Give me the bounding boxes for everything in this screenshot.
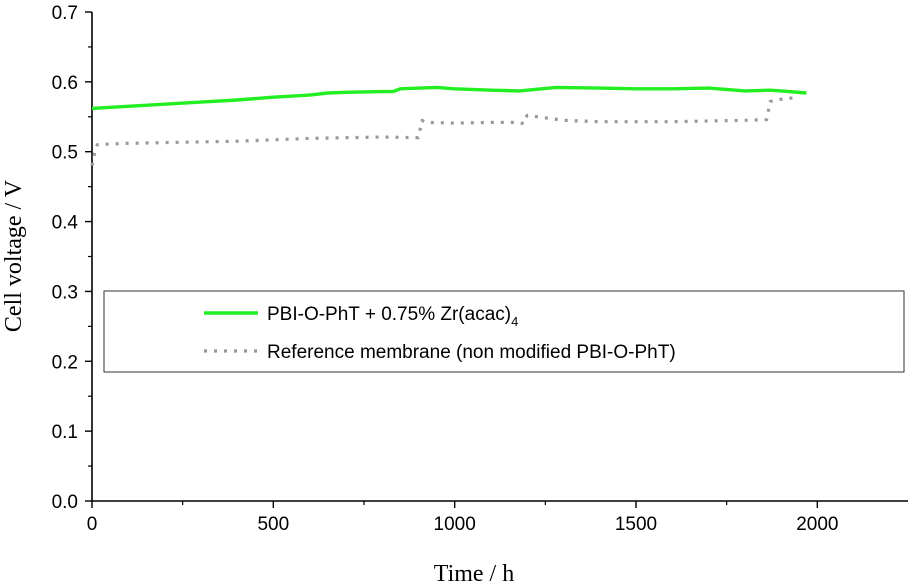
series-layer (90, 85, 807, 167)
x-axis-title: Time / h (434, 561, 514, 585)
y-tick-label: 0.0 (52, 492, 78, 513)
y-tick-label: 0.4 (52, 213, 79, 234)
legend: PBI-O-PhT + 0.75% Zr(acac)4 Reference mem… (103, 290, 905, 373)
x-tick-label: 0 (87, 514, 98, 535)
x-tick-label: 2000 (796, 514, 838, 535)
legend-label-2: Reference membrane (non modified PBI-O-P… (267, 342, 676, 363)
y-tick-label: 0.1 (52, 422, 78, 443)
y-tick-label: 0.5 (52, 143, 78, 164)
legend-box (103, 290, 905, 373)
x-tick-label: 1500 (615, 514, 657, 535)
series-line-1 (91, 85, 807, 111)
series-line-2 (90, 95, 800, 167)
y-axis-title: Cell voltage / V (1, 179, 27, 332)
y-tick-label: 0.6 (52, 73, 78, 94)
legend-label-1-subscript: 4 (511, 314, 518, 329)
axes: 0.0 0.1 0.2 0.3 0.4 0.5 0.6 0.7 0 500 1000 1500 2000… (1, 3, 908, 585)
y-tick-label: 0.2 (52, 352, 78, 373)
x-tick-label: 500 (257, 514, 289, 535)
legend-label-1: PBI-O-PhT + 0.75% Zr(acac)4 (267, 304, 518, 329)
y-tick-label: 0.7 (52, 3, 78, 24)
legend-label-1-main: PBI-O-PhT + 0.75% Zr(acac) (267, 304, 511, 325)
y-tick-label: 0.3 (52, 282, 78, 303)
x-tick-label: 1000 (434, 514, 476, 535)
